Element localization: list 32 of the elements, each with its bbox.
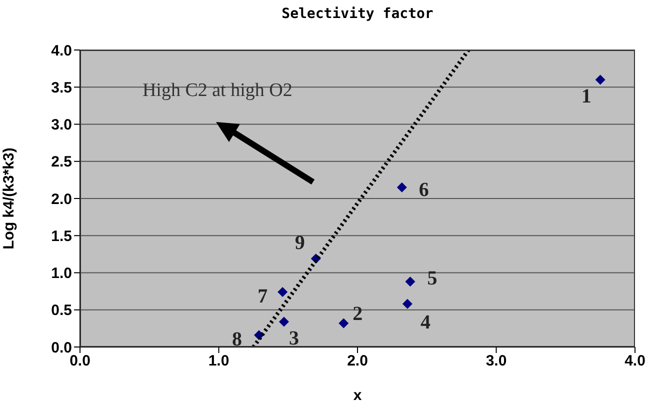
y-tick-label: 1.5	[51, 228, 72, 245]
x-tick-label: 0.0	[70, 352, 90, 370]
x-tick-label: 4.0	[624, 352, 646, 370]
point	[338, 318, 349, 328]
chart-title: Selectivity factor	[280, 6, 434, 22]
x-tick-label: 2.0	[347, 352, 368, 370]
y-tick-label: 2.0	[51, 190, 72, 208]
series-label: 3	[288, 327, 299, 350]
y-tick-label: 3.0	[51, 116, 72, 134]
point	[396, 182, 407, 192]
series-label: 4	[420, 312, 430, 334]
x-tick-label: 1.0	[208, 352, 230, 370]
y-tick-label: 1.0	[51, 265, 72, 282]
point	[278, 287, 288, 298]
series-label: 6	[418, 178, 429, 201]
y-tick-label: 0.5	[51, 302, 72, 320]
point	[595, 74, 606, 85]
y-tick-label: 3.5	[51, 79, 72, 96]
x-axis-title: x	[353, 387, 362, 402]
point	[278, 316, 289, 327]
series-label: 5	[427, 267, 438, 290]
point	[402, 298, 412, 309]
x-tick-label: 3.0	[486, 352, 507, 370]
series-label: 9	[294, 232, 305, 254]
y-tick-label: 0.0	[51, 339, 72, 356]
y-tick-label: 4.0	[51, 42, 72, 60]
series-label: 1	[581, 85, 592, 108]
point	[405, 276, 416, 287]
series-label: 7	[258, 286, 268, 308]
series-label: 8	[232, 328, 242, 351]
y-tick-label: 2.5	[51, 154, 72, 171]
y-axis-title: Log k4/(k3*k3)	[0, 148, 18, 250]
